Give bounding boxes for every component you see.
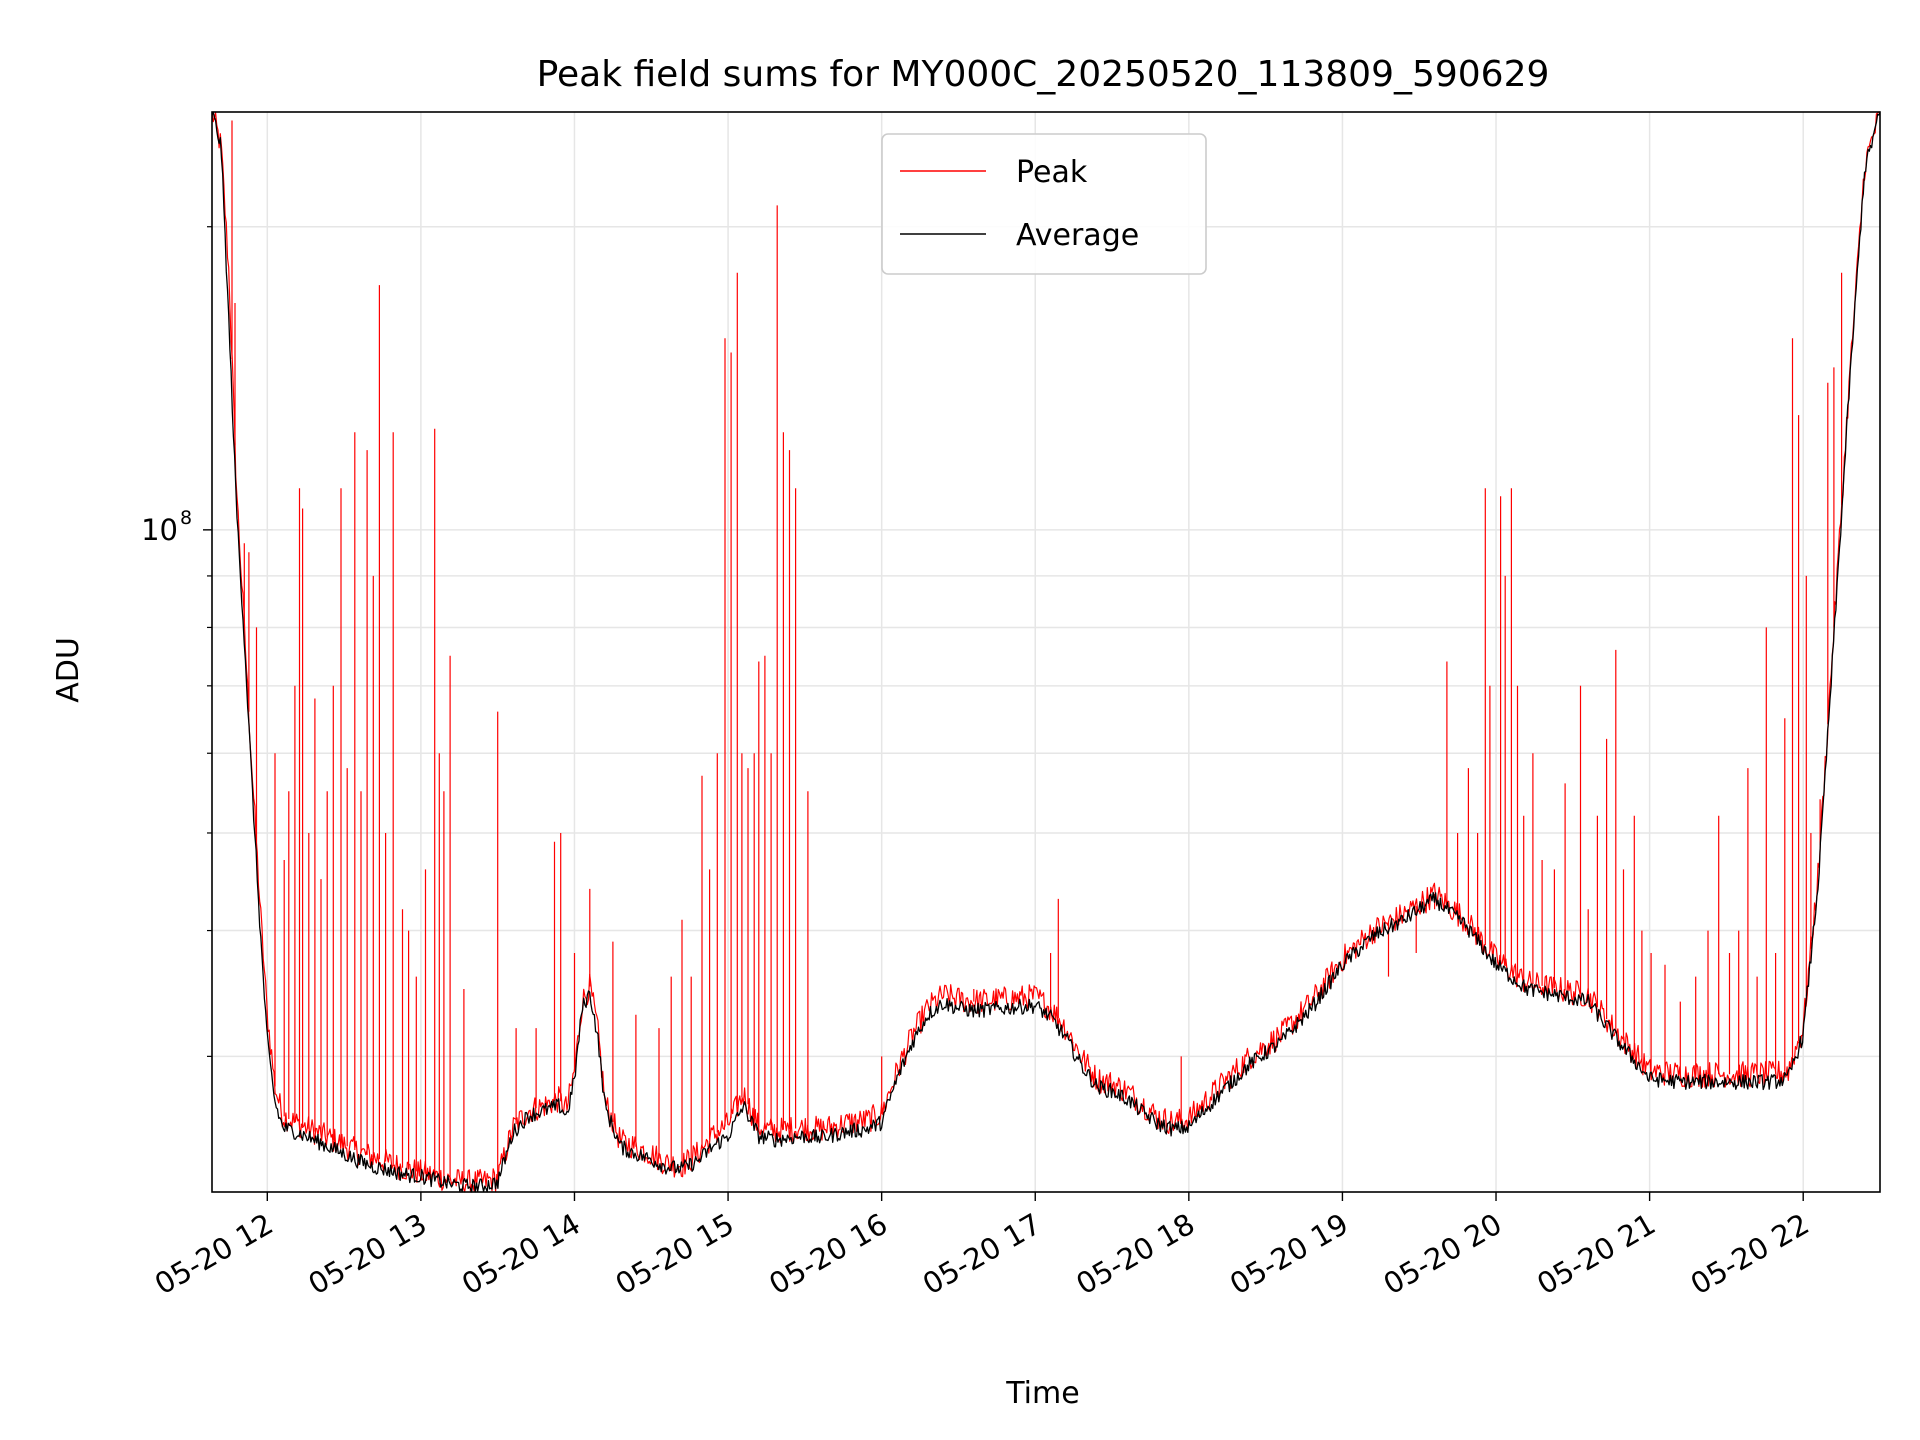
x-axis-label: Time bbox=[1005, 1376, 1079, 1411]
legend: Peak Average bbox=[881, 133, 1207, 275]
peak-series-spikes bbox=[231, 120, 1843, 1182]
legend-box bbox=[881, 133, 1207, 275]
chart-title: Peak field sums for MY000C_20250520_1138… bbox=[537, 54, 1550, 95]
y-axis-label: ADU bbox=[51, 637, 86, 703]
peak-series-line bbox=[211, 111, 1880, 1193]
y-tick-label-base: 10 bbox=[141, 513, 178, 547]
y-tick-label-exponent: 8 bbox=[180, 507, 192, 529]
legend-average-label: Average bbox=[1016, 218, 1139, 253]
average-series-line bbox=[211, 111, 1881, 1193]
series-layer bbox=[211, 111, 1881, 1193]
grid-lines bbox=[212, 112, 1880, 1192]
plot-frame bbox=[211, 111, 1881, 1193]
legend-peak-label: Peak bbox=[1016, 155, 1088, 190]
y-axis: 10 8 bbox=[141, 226, 212, 1057]
